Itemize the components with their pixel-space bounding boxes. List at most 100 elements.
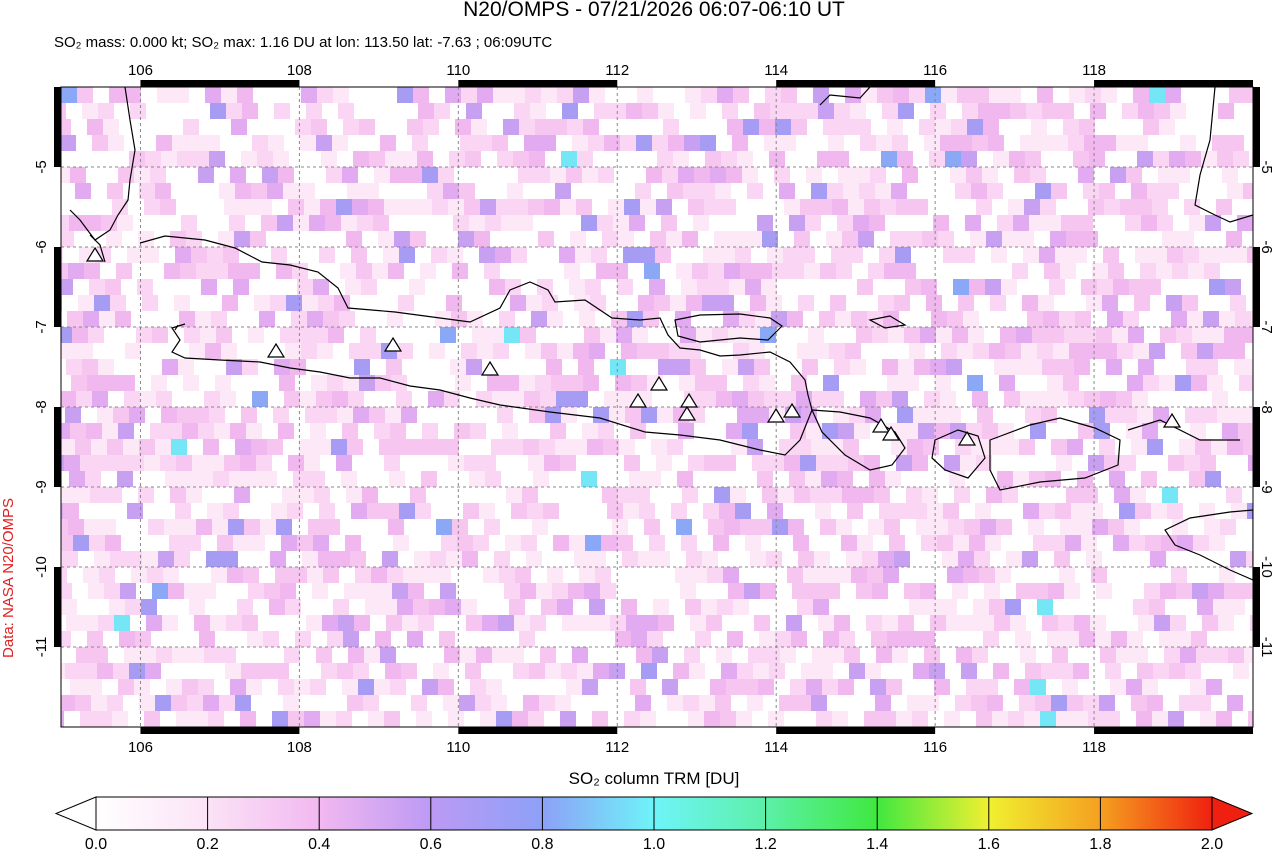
pixel bbox=[838, 423, 854, 439]
pixel bbox=[1195, 695, 1211, 711]
pixel bbox=[1185, 407, 1201, 423]
grid bbox=[61, 87, 1253, 727]
pixel bbox=[828, 647, 844, 663]
pixel bbox=[359, 119, 375, 135]
pixel bbox=[493, 87, 509, 103]
pixel bbox=[1263, 503, 1272, 519]
pixel bbox=[866, 615, 882, 631]
pixel bbox=[180, 519, 196, 535]
pixel bbox=[909, 87, 925, 103]
pixel bbox=[896, 455, 912, 471]
pixel bbox=[1211, 439, 1227, 455]
pixel bbox=[203, 695, 219, 711]
pixel bbox=[909, 343, 925, 359]
pixel bbox=[882, 359, 898, 375]
pixel bbox=[338, 615, 354, 631]
pixel bbox=[87, 375, 103, 391]
pixel bbox=[1065, 535, 1081, 551]
pixel bbox=[884, 519, 900, 535]
pixel bbox=[1215, 247, 1231, 263]
volcano bbox=[782, 402, 802, 418]
pixel bbox=[838, 679, 854, 695]
pixel bbox=[577, 663, 593, 679]
pixel bbox=[973, 599, 989, 615]
pixel bbox=[1210, 743, 1226, 759]
pixel bbox=[667, 695, 683, 711]
pixel bbox=[61, 327, 72, 343]
pixel bbox=[384, 199, 400, 215]
pixel bbox=[849, 663, 865, 679]
pixel bbox=[485, 215, 501, 231]
pixel bbox=[539, 695, 555, 711]
pixel bbox=[172, 135, 188, 151]
pixel bbox=[879, 503, 895, 519]
pixel bbox=[630, 679, 646, 695]
pixel bbox=[681, 535, 697, 551]
pixel bbox=[862, 551, 878, 567]
pixel bbox=[600, 327, 616, 343]
pixel bbox=[1042, 359, 1058, 375]
pixel bbox=[537, 279, 553, 295]
pixel bbox=[740, 263, 756, 279]
pixel bbox=[1068, 391, 1084, 407]
pixel bbox=[1190, 423, 1206, 439]
pixel bbox=[1260, 135, 1272, 151]
pixel bbox=[819, 567, 835, 583]
pixel bbox=[750, 295, 766, 311]
pixel bbox=[1195, 439, 1211, 455]
pixel bbox=[701, 599, 717, 615]
pixel bbox=[1243, 183, 1253, 199]
pixel bbox=[543, 503, 559, 519]
pixel bbox=[245, 471, 261, 487]
pixel bbox=[503, 119, 519, 135]
pixel bbox=[854, 167, 870, 183]
pixel bbox=[411, 695, 427, 711]
y-tick-label: -9 bbox=[33, 480, 50, 493]
pixel bbox=[657, 407, 673, 423]
pixel bbox=[321, 663, 337, 679]
pixel bbox=[898, 103, 914, 119]
pixel bbox=[540, 135, 556, 151]
pixel bbox=[1116, 391, 1132, 407]
frame-bar bbox=[1253, 567, 1260, 647]
pixel bbox=[113, 663, 129, 679]
volcano bbox=[871, 417, 891, 433]
pixel bbox=[310, 423, 326, 439]
pixel bbox=[496, 199, 512, 215]
pixel bbox=[1135, 247, 1151, 263]
pixel bbox=[1031, 119, 1047, 135]
pixel bbox=[735, 503, 751, 519]
pixel bbox=[119, 375, 135, 391]
pixel bbox=[1125, 215, 1141, 231]
pixel bbox=[1235, 311, 1251, 327]
pixel bbox=[154, 743, 170, 759]
pixel bbox=[104, 583, 120, 599]
pixel bbox=[475, 695, 491, 711]
pixel bbox=[161, 407, 177, 423]
pixel bbox=[212, 263, 228, 279]
pixel bbox=[337, 407, 353, 423]
pixel bbox=[144, 455, 160, 471]
pixel bbox=[1185, 151, 1201, 167]
pixel bbox=[318, 551, 334, 567]
pixel bbox=[1052, 391, 1068, 407]
pixel bbox=[954, 487, 970, 503]
pixel bbox=[924, 391, 940, 407]
pixel bbox=[986, 231, 1002, 247]
pixel bbox=[697, 279, 713, 295]
pixel bbox=[131, 567, 147, 583]
pixel bbox=[1021, 343, 1037, 359]
pixel bbox=[752, 455, 768, 471]
pixel bbox=[842, 743, 858, 759]
pixel bbox=[98, 359, 114, 375]
pixel bbox=[174, 551, 190, 567]
pixel bbox=[842, 231, 858, 247]
pixel bbox=[511, 247, 527, 263]
pixel bbox=[144, 199, 160, 215]
pixel bbox=[847, 247, 863, 263]
pixel bbox=[388, 263, 404, 279]
pixel bbox=[287, 503, 303, 519]
pixel bbox=[757, 215, 773, 231]
pixel bbox=[729, 279, 745, 295]
pixel bbox=[667, 183, 683, 199]
